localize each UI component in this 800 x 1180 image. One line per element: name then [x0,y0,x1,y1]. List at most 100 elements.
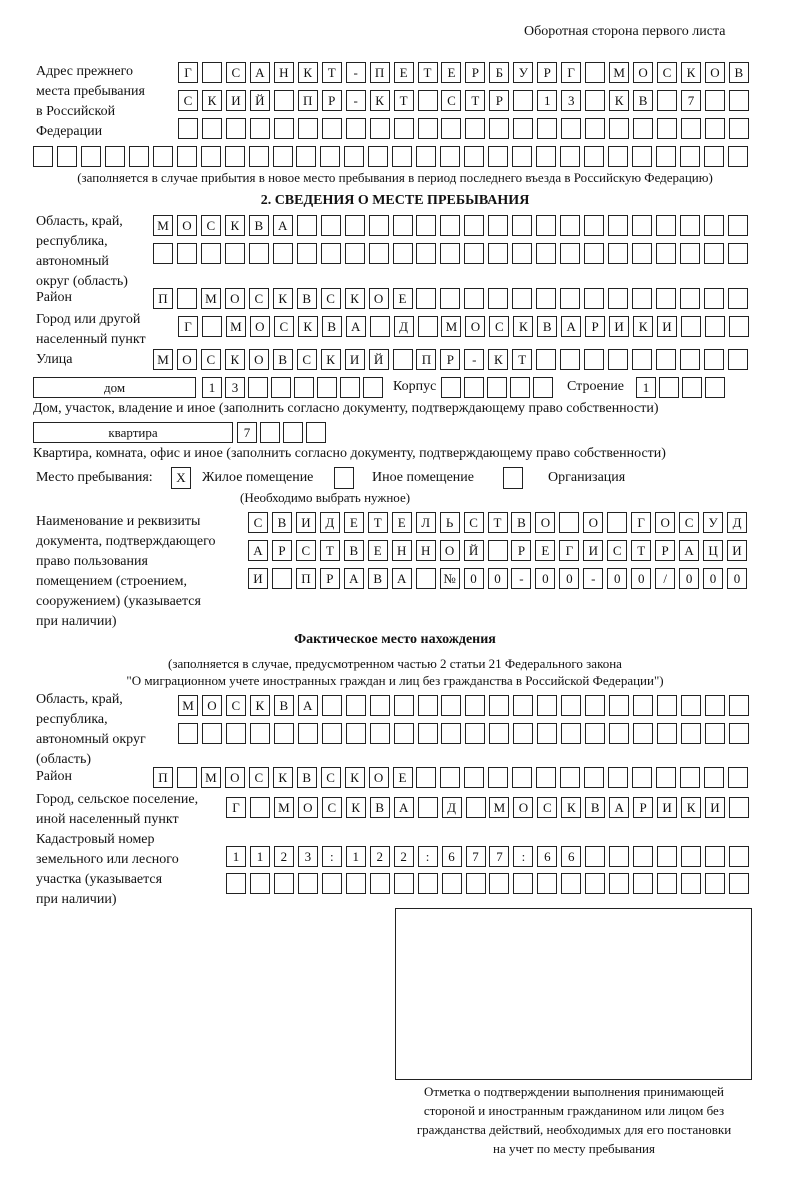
letter-cell[interactable] [727,288,748,309]
letter-cell[interactable] [296,215,317,236]
letter-cell[interactable]: Г [561,62,582,83]
letter-cell[interactable] [200,243,221,264]
letter-cell[interactable]: М [609,62,630,83]
stay-option-residential-checkbox[interactable]: X [171,467,191,489]
letter-cell[interactable] [464,288,485,309]
letter-cell[interactable]: Р [319,568,340,589]
letter-cell[interactable] [224,146,245,167]
letter-cell[interactable]: 6 [561,846,582,867]
letter-cell[interactable] [369,723,390,744]
letter-cell[interactable] [465,118,486,139]
letter-cell[interactable]: 0 [607,568,628,589]
letter-cell[interactable]: / [655,568,676,589]
letter-cell[interactable]: Г [226,797,246,818]
letter-cell[interactable]: 7 [465,846,486,867]
letter-cell[interactable] [679,146,700,167]
letter-cell[interactable]: Т [367,512,388,533]
letter-cell[interactable]: О [513,797,534,818]
letter-cell[interactable] [297,873,318,894]
letter-cell[interactable] [393,723,414,744]
letter-cell[interactable] [728,873,749,894]
letter-cell[interactable] [464,243,485,264]
letter-cell[interactable] [464,767,485,788]
letter-cell[interactable] [56,146,77,167]
letter-cell[interactable] [584,767,605,788]
letter-cell[interactable] [537,723,558,744]
letter-cell[interactable]: В [728,62,749,83]
letter-cell[interactable]: 6 [537,846,558,867]
letter-cell[interactable]: А [609,797,630,818]
letter-cell[interactable]: Н [273,62,294,83]
letter-cell[interactable] [249,118,270,139]
letter-cell[interactable] [704,316,725,337]
letter-cell[interactable] [560,243,581,264]
letter-cell[interactable]: Ь [439,512,460,533]
letter-cell[interactable] [679,288,700,309]
letter-cell[interactable]: В [367,568,388,589]
letter-cell[interactable]: О [465,316,486,337]
letter-cell[interactable] [561,695,582,716]
letter-cell[interactable] [535,146,556,167]
letter-cell[interactable]: М [489,797,510,818]
letter-cell[interactable] [585,873,606,894]
letter-cell[interactable]: Д [441,797,462,818]
letter-cell[interactable]: К [609,90,630,111]
letter-cell[interactable]: О [583,512,604,533]
letter-cell[interactable] [657,723,677,744]
letter-cell[interactable]: 1 [345,846,366,867]
letter-cell[interactable]: В [271,512,292,533]
letter-cell[interactable]: Г [178,316,198,337]
letter-cell[interactable] [248,243,269,264]
letter-cell[interactable] [679,215,700,236]
letter-cell[interactable] [513,695,534,716]
letter-cell[interactable] [225,118,246,139]
letter-cell[interactable] [682,377,702,398]
letter-cell[interactable] [607,146,628,167]
letter-cell[interactable] [512,243,533,264]
letter-cell[interactable] [128,146,149,167]
letter-cell[interactable] [417,723,438,744]
letter-cell[interactable] [201,316,222,337]
letter-cell[interactable]: 6 [441,846,462,867]
letter-cell[interactable]: Р [440,349,461,370]
letter-cell[interactable] [33,146,53,167]
letter-cell[interactable]: 2 [369,846,390,867]
letter-cell[interactable] [585,118,606,139]
letter-cell[interactable] [416,288,437,309]
letter-cell[interactable] [513,723,534,744]
letter-cell[interactable] [363,377,383,398]
letter-cell[interactable] [416,243,437,264]
letter-cell[interactable] [657,873,678,894]
letter-cell[interactable] [464,146,485,167]
letter-cell[interactable]: К [224,215,245,236]
letter-cell[interactable]: М [200,767,221,788]
letter-cell[interactable] [560,288,581,309]
letter-cell[interactable]: О [224,767,245,788]
letter-cell[interactable] [283,422,303,443]
letter-cell[interactable] [320,243,341,264]
letter-cell[interactable]: О [201,695,222,716]
letter-cell[interactable]: М [153,215,173,236]
letter-cell[interactable] [681,873,702,894]
letter-cell[interactable] [248,377,268,398]
letter-cell[interactable] [488,288,509,309]
letter-cell[interactable] [201,118,222,139]
letter-cell[interactable]: Е [391,512,412,533]
letter-cell[interactable] [559,146,580,167]
house-type-field[interactable]: дом [33,377,196,398]
letter-cell[interactable] [609,846,630,867]
letter-cell[interactable]: О [224,288,245,309]
letter-cell[interactable]: 0 [463,568,484,589]
letter-cell[interactable] [392,243,413,264]
letter-cell[interactable] [631,146,652,167]
letter-cell[interactable]: 0 [559,568,580,589]
letter-cell[interactable]: О [249,316,270,337]
letter-cell[interactable]: О [176,349,197,370]
letter-cell[interactable] [560,215,581,236]
letter-cell[interactable]: О [176,215,197,236]
letter-cell[interactable]: : [417,846,438,867]
letter-cell[interactable]: 3 [561,90,582,111]
letter-cell[interactable] [585,695,606,716]
letter-cell[interactable]: В [537,316,558,337]
letter-cell[interactable] [608,215,629,236]
